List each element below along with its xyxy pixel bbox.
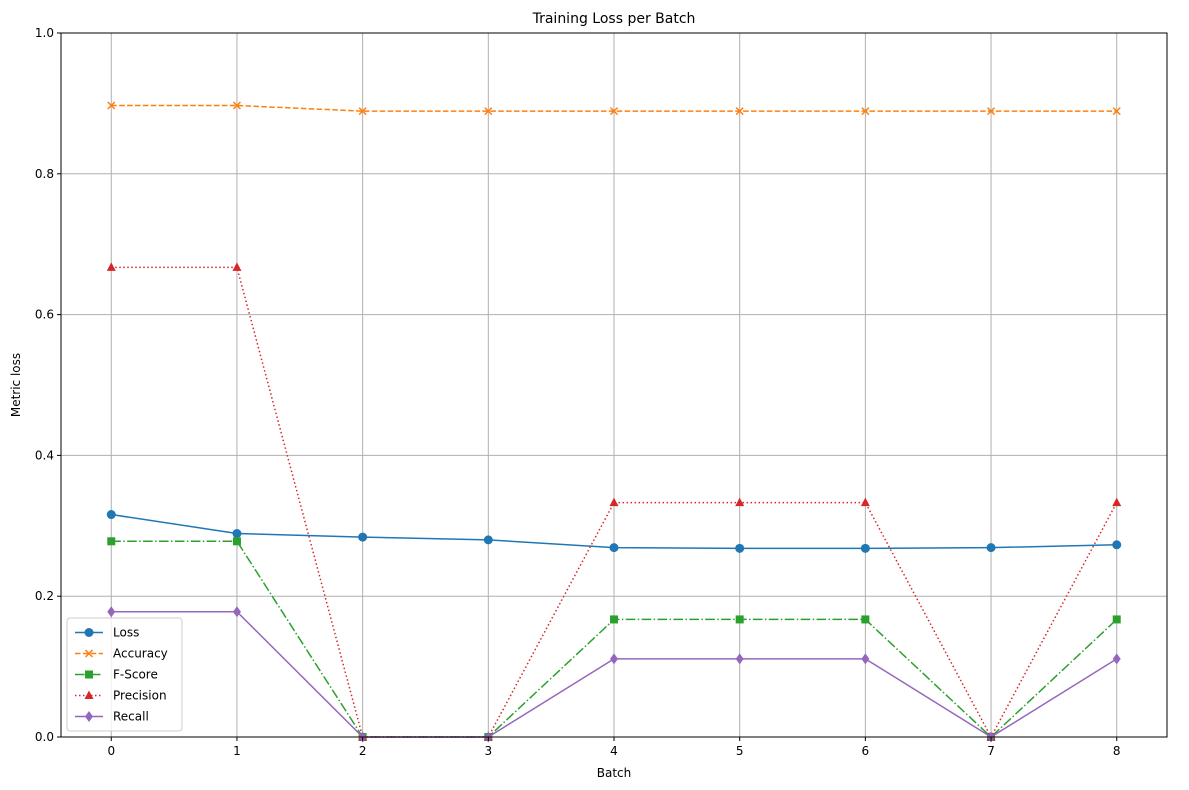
legend-label: Precision [113, 689, 167, 703]
data-point [107, 537, 116, 546]
x-tick-label: 6 [862, 744, 870, 758]
data-point [1112, 615, 1121, 624]
y-tick-label: 0.6 [35, 308, 54, 322]
legend-item: Recall [75, 710, 149, 724]
legend-marker [84, 628, 94, 637]
grid [61, 32, 1167, 738]
x-tick-label: 7 [987, 744, 995, 758]
data-point [232, 101, 241, 110]
y-axis-label: Metric loss [9, 353, 23, 417]
legend-label: Recall [113, 710, 149, 724]
x-tick-label: 5 [736, 744, 744, 758]
data-point [232, 537, 241, 546]
legend-marker [85, 670, 93, 679]
data-point [1112, 107, 1121, 116]
data-point [107, 606, 116, 618]
legend-marker [84, 649, 94, 658]
data-point [232, 529, 242, 539]
data-point [861, 615, 870, 624]
series-layer [106, 101, 1122, 743]
data-point [610, 653, 618, 665]
legend-item: Precision [75, 689, 167, 703]
data-point [735, 615, 744, 624]
data-point [735, 543, 745, 553]
series-accuracy [107, 101, 1121, 116]
legend-item: Loss [75, 626, 139, 640]
series-recall [107, 606, 1121, 743]
x-tick-label: 2 [359, 744, 367, 758]
legend-box [66, 617, 183, 732]
data-point [107, 101, 116, 110]
x-tick-label: 3 [484, 744, 492, 758]
data-point [1112, 653, 1121, 665]
data-point [861, 107, 870, 116]
data-point [735, 107, 744, 116]
x-tick-label: 0 [107, 744, 115, 758]
legend-label: Loss [113, 626, 139, 640]
axes: 0 1 2 3 4 5 6 7 8 0.0 0.2 0.4 0.6 0.8 1.0 [35, 26, 1121, 758]
data-point [1112, 497, 1122, 507]
data-point [986, 543, 996, 553]
x-tick-label: 8 [1113, 744, 1121, 758]
data-point [232, 606, 241, 618]
x-tick-label: 4 [610, 744, 618, 758]
legend-label: F-Score [113, 668, 158, 682]
y-tick-label: 0.2 [35, 589, 54, 603]
data-point [106, 262, 116, 271]
data-point [860, 497, 870, 507]
data-point [987, 107, 996, 116]
data-point [232, 262, 242, 271]
y-tick-label: 1.0 [35, 26, 54, 40]
legend-marker [84, 690, 94, 699]
x-tick-label: 1 [233, 744, 241, 758]
data-point [860, 543, 870, 553]
legend-marker [85, 711, 93, 722]
data-point [483, 535, 493, 545]
legend: Loss Accuracy F-Score Precision Recall [66, 617, 183, 732]
data-point [610, 615, 618, 624]
x-axis-label: Batch [597, 766, 632, 780]
data-point [609, 497, 619, 507]
y-tick-label: 0.4 [35, 448, 54, 462]
data-point [735, 653, 744, 665]
series-line [111, 266, 1118, 739]
legend-item: F-Score [75, 668, 158, 682]
data-point [735, 497, 745, 507]
y-tick-label: 0.8 [35, 167, 54, 181]
data-point [861, 653, 870, 665]
chart-title: Training Loss per Batch [532, 11, 696, 27]
data-point [358, 107, 367, 116]
series-loss [106, 510, 1122, 553]
data-point [1112, 540, 1122, 550]
data-point [484, 107, 493, 116]
legend-label: Accuracy [113, 647, 168, 661]
data-point [106, 510, 116, 520]
legend-item: Accuracy [75, 647, 168, 661]
y-tick-label: 0.0 [35, 730, 54, 744]
data-point [609, 107, 619, 116]
data-point [609, 543, 619, 553]
data-point [358, 532, 368, 542]
